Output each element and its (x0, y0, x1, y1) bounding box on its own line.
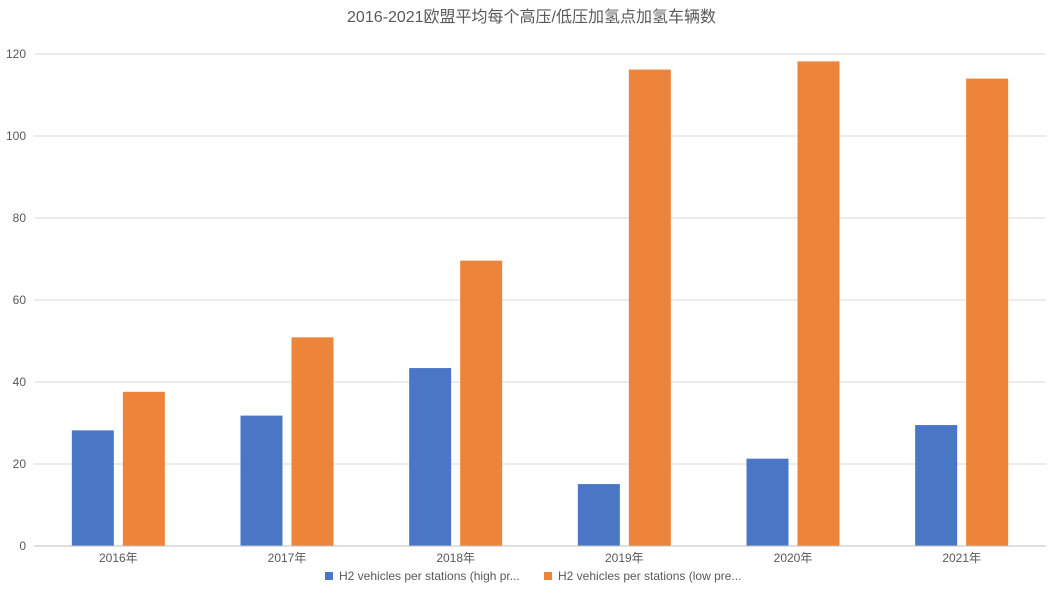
x-tick-label: 2019年 (605, 551, 644, 565)
y-tick-label: 120 (6, 47, 26, 61)
bar-low-pressure[interactable] (797, 61, 840, 546)
legend-swatch (325, 572, 333, 580)
bar-low-pressure[interactable] (122, 391, 165, 546)
bar-low-pressure[interactable] (291, 337, 334, 546)
bar-high-pressure[interactable] (409, 368, 452, 546)
bar-high-pressure[interactable] (71, 430, 114, 546)
x-axis-ticks: 2016年 2017年 2018年 2019年 2020年 2021年 (99, 551, 981, 565)
legend-swatch (544, 572, 552, 580)
x-tick-label: 2016年 (99, 551, 138, 565)
bar-low-pressure[interactable] (628, 69, 671, 546)
gridlines (34, 53, 1046, 465)
bars (71, 61, 1009, 546)
y-tick-label: 100 (6, 129, 26, 143)
bar-low-pressure[interactable] (460, 260, 503, 546)
x-tick-label: 2021年 (942, 551, 981, 565)
x-tick-label: 2018年 (436, 551, 475, 565)
x-tick-label: 2020年 (774, 551, 813, 565)
legend-label[interactable]: H2 vehicles per stations (low pre... (558, 569, 741, 583)
y-tick-label: 40 (13, 375, 27, 389)
y-axis-ticks: 0 20 40 60 80 100 120 (6, 47, 26, 553)
bar-high-pressure[interactable] (915, 425, 958, 546)
bar-low-pressure[interactable] (966, 78, 1009, 546)
y-tick-label: 80 (13, 211, 27, 225)
x-tick-label: 2017年 (268, 551, 307, 565)
y-tick-label: 60 (13, 293, 27, 307)
bar-high-pressure[interactable] (746, 458, 789, 546)
chart-title: 2016-2021欧盟平均每个高压/低压加氢点加氢车辆数 (347, 8, 716, 26)
y-tick-label: 0 (19, 539, 26, 553)
bar-high-pressure[interactable] (240, 415, 283, 546)
bar-high-pressure[interactable] (577, 484, 620, 546)
legend[interactable]: H2 vehicles per stations (high pr... H2 v… (325, 569, 741, 583)
legend-label[interactable]: H2 vehicles per stations (high pr... (339, 569, 520, 583)
y-tick-label: 20 (13, 457, 27, 471)
